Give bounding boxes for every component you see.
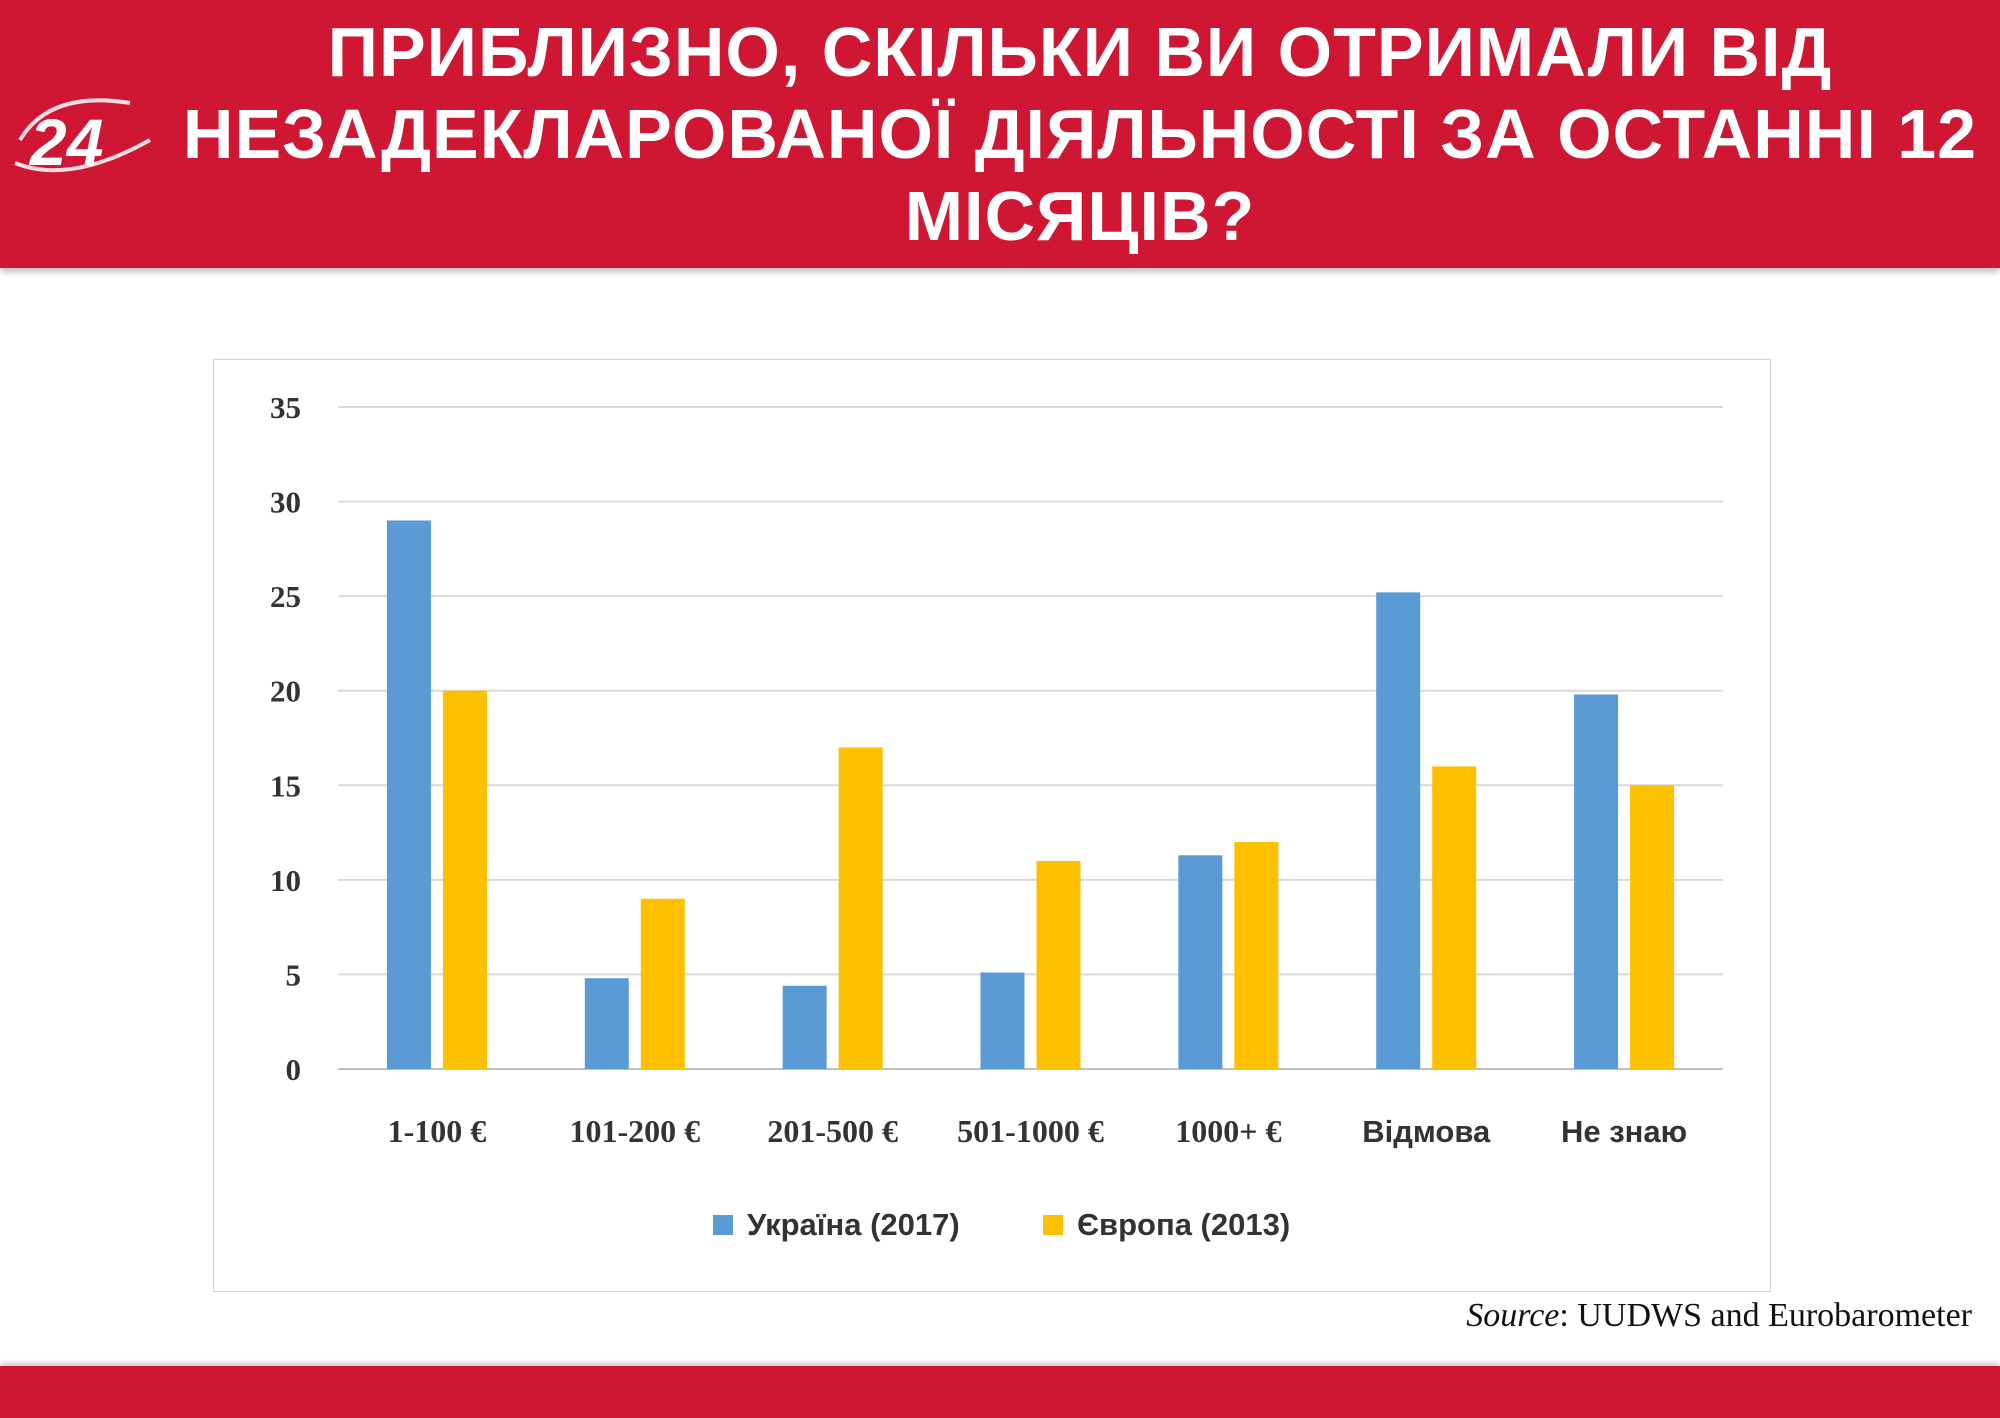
bar-ukraine-6 (1574, 694, 1619, 1069)
y-tick-label: 35 (270, 390, 301, 425)
channel-24-logo: 24 (14, 98, 151, 179)
logo-text: 24 (28, 105, 103, 179)
footer-bar (0, 1366, 2000, 1418)
bar-ukraine-0 (386, 520, 431, 1069)
legend-swatch (1043, 1215, 1063, 1235)
y-tick-label: 5 (286, 957, 302, 992)
bar-chart: 0 5 10 15 20 25 30 35 1-100 € 101-200 € 201-500 €… (270, 390, 1723, 1242)
x-tick-label: Відмова (1362, 1114, 1491, 1149)
source-text: : UUDWS and Eurobarometer (1559, 1297, 1972, 1334)
bar-ukraine-2 (782, 985, 827, 1069)
source-label: Source (1466, 1297, 1560, 1334)
bar-europe-4 (1234, 842, 1279, 1069)
x-tick-label: 1-100 € (388, 1113, 487, 1149)
x-tick-label: 1000+ € (1175, 1113, 1281, 1149)
legend-label: Європа (2013) (1077, 1207, 1290, 1242)
bar-ukraine-4 (1178, 855, 1223, 1069)
bar-europe-5 (1432, 766, 1477, 1069)
bar-europe-2 (838, 747, 883, 1069)
bar-ukraine-5 (1376, 592, 1421, 1069)
x-tick-label: Не знаю (1561, 1114, 1687, 1149)
y-tick-label: 20 (270, 674, 301, 709)
x-tick-label: 201-500 € (767, 1113, 898, 1149)
header-banner: 24 ПРИБЛИЗНО, СКІЛЬКИ ВИ ОТРИМАЛИ ВІД НЕ… (0, 0, 2000, 268)
y-tick-label: 25 (270, 579, 301, 614)
bar-ukraine-3 (980, 972, 1025, 1069)
page-title: ПРИБЛИЗНО, СКІЛЬКИ ВИ ОТРИМАЛИ ВІД НЕЗАД… (182, 13, 1978, 255)
y-tick-label: 0 (286, 1052, 302, 1087)
x-tick-label: 101-200 € (569, 1113, 700, 1149)
legend-swatch (713, 1215, 733, 1235)
y-tick-label: 30 (270, 485, 301, 520)
bar-europe-3 (1036, 860, 1081, 1069)
bar-europe-1 (640, 898, 685, 1069)
bar-europe-6 (1630, 785, 1675, 1069)
bar-ukraine-1 (584, 978, 629, 1069)
y-tick-label: 15 (270, 768, 301, 803)
legend-label: Україна (2017) (747, 1207, 960, 1242)
y-tick-label: 10 (270, 863, 301, 898)
bar-europe-0 (442, 690, 487, 1069)
source-note: Source: UUDWS and Eurobarometer (1466, 1297, 1972, 1335)
x-tick-label: 501-1000 € (957, 1113, 1104, 1149)
